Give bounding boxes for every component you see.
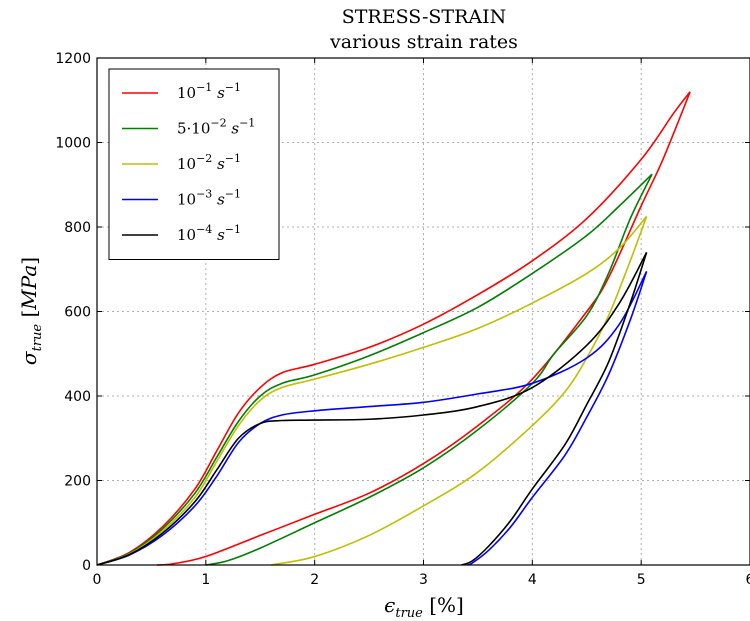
y-tick-label: 1200 <box>55 51 91 67</box>
legend-label: 10−4 s−1 <box>177 223 241 244</box>
legend-label: 10−1 s−1 <box>177 81 241 102</box>
legend-label: 5·10−2 s−1 <box>177 117 255 138</box>
series-0-unloading-curve <box>156 91 691 566</box>
y-tick-label: 200 <box>64 474 91 490</box>
series-1-loading-curve <box>96 173 653 566</box>
legend: 10−1 s−1 5·10−2 s−1 10−2 s−1 10−3 s−1 10−4 s… <box>108 68 280 260</box>
series-3-loading-curve <box>96 270 648 566</box>
series-2-loading-curve <box>96 215 648 566</box>
y-tick-label: 0 <box>82 558 91 574</box>
series-4-unloading-curve <box>461 252 648 566</box>
y-axis-label: σtrue [MPa] <box>17 257 45 365</box>
x-tick-label: 5 <box>637 572 646 588</box>
x-tick-label: 2 <box>310 572 319 588</box>
y-axis-ticks: 0 200 400 600 800 1000 1200 <box>55 51 750 574</box>
legend-label: 10−2 s−1 <box>177 152 241 173</box>
y-tick-label: 800 <box>64 220 91 236</box>
y-tick-label: 1000 <box>55 136 91 152</box>
x-axis-ticks: 0 1 2 3 4 5 6 <box>93 58 750 588</box>
y-tick-label: 400 <box>64 389 91 405</box>
chart-title: STRESS-STRAIN <box>342 6 507 28</box>
series-0-loading-curve <box>96 91 691 566</box>
series-2-unloading-curve <box>270 216 648 566</box>
x-tick-label: 3 <box>419 572 428 588</box>
x-tick-label: 1 <box>201 572 210 588</box>
x-axis-label: ϵtrue [%] <box>384 593 464 621</box>
x-tick-label: 0 <box>93 572 102 588</box>
chart-title-group: STRESS-STRAIN various strain rates <box>329 6 518 53</box>
chart-subtitle: various strain rates <box>329 31 518 53</box>
x-tick-label: 4 <box>528 572 537 588</box>
x-tick-label: 6 <box>746 572 750 588</box>
legend-label: 10−3 s−1 <box>177 188 241 209</box>
series-3-unloading-curve <box>466 271 648 566</box>
series-4-loading-curve <box>96 251 648 566</box>
series-curves <box>96 91 691 566</box>
y-tick-label: 600 <box>64 305 91 321</box>
series-1-unloading-curve <box>205 173 653 566</box>
